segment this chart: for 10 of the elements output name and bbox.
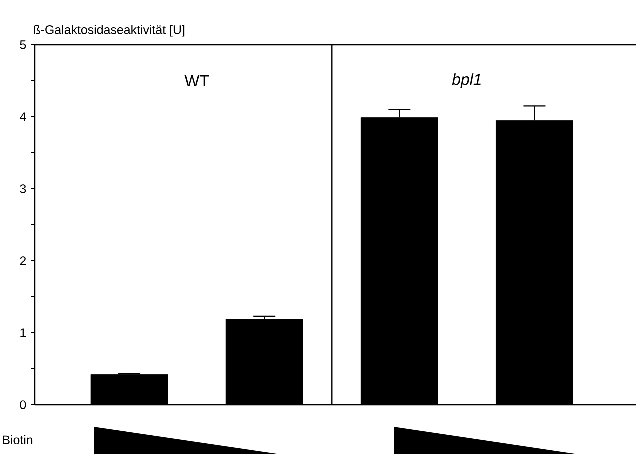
y-tick-label: 0 — [20, 400, 26, 410]
y-axis-title: ß-Galaktosidaseaktivität [U] — [34, 25, 185, 37]
y-tick-label: 1 — [20, 328, 26, 338]
text: Biotin — [3, 435, 33, 445]
y-tick-label: 4 — [20, 112, 26, 122]
annotation: WT — [184, 76, 210, 86]
y-tick-label: 2 — [20, 256, 26, 266]
y-tick-label: 3 — [20, 184, 26, 194]
annotation: bpl1 — [452, 74, 481, 88]
y-tick-label: 5 — [20, 40, 26, 50]
